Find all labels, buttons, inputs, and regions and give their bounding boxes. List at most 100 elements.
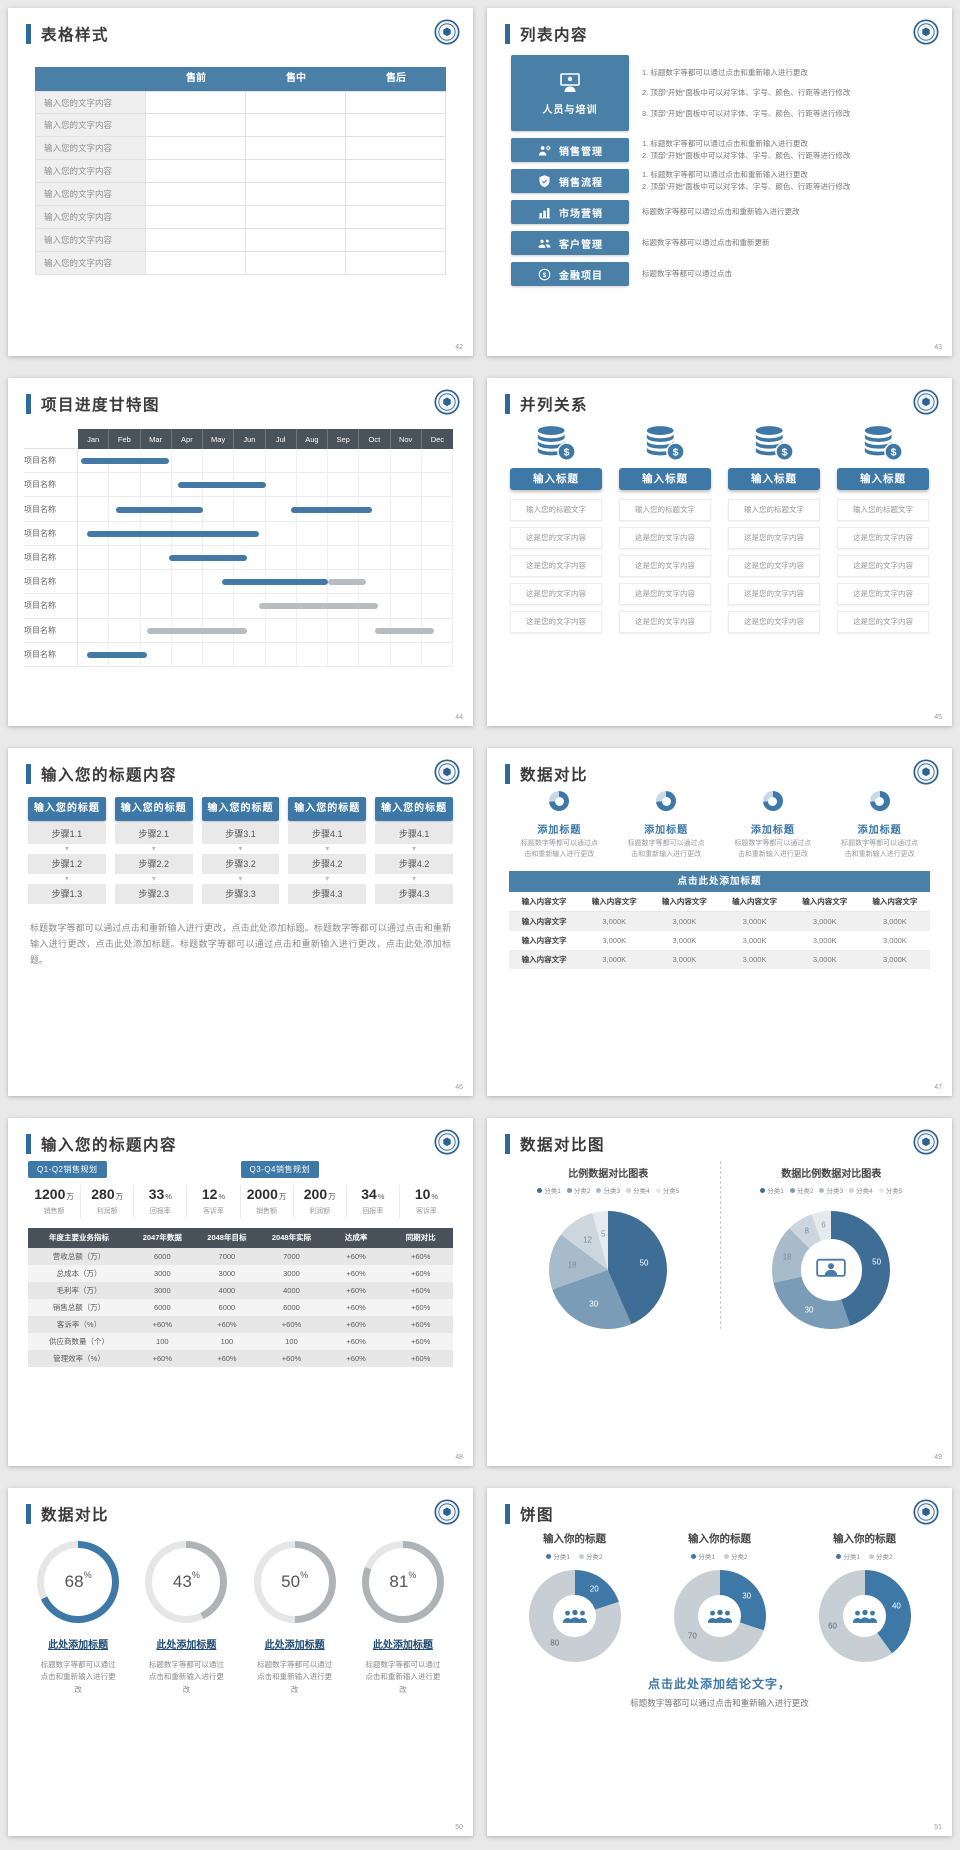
slide-45-parallel[interactable]: 并列关系 $ 输入标题 输入您的标题文字 这是您的文字内容 这是您的文字内容 这是您的… (487, 378, 952, 726)
page-number: 45 (934, 714, 942, 721)
feature: 添加标题 标题数字等都可以通过点击和重新输入进行更改 (616, 791, 717, 861)
table-row: 输入内容文字 3,000K 3,000K 3,000K 3,000K 3,000… (509, 949, 930, 969)
slide-48-kpi-table[interactable]: 输入您的标题内容 Q1-Q2销售规划 Q3-Q4销售规划 1200万 销售额 2… (8, 1118, 473, 1466)
legend-dot (626, 1187, 632, 1193)
page-number: 47 (934, 1084, 942, 1091)
item-text: 标题数字等都可以通过点击和重新更新 (642, 231, 928, 255)
list-item-finance: $ 金融项目 标题数字等都可以通过点击 (511, 262, 928, 286)
slice-value-label: 30 (804, 1305, 814, 1315)
table-row: 输入您的文字内容 (35, 229, 446, 252)
slide-46-steps[interactable]: 输入您的标题内容 输入您的标题 ▾步骤1.1▾步骤1.2▾步骤1.3 输入您的标… (8, 748, 473, 1096)
slide-49-pie-charts[interactable]: 数据对比图 比例数据对比图表 分类1 分类2 分类3 分类4 分类5 50 30 18 12 5… (487, 1118, 952, 1466)
kpi: 12% 客诉率 (187, 1185, 241, 1219)
slide-44-gantt[interactable]: 项目进度甘特图 Jan Feb Mar Apr May Jun Jul Aug Sep Oct No… (8, 378, 473, 726)
page-number: 49 (934, 1454, 942, 1461)
empty-cell (245, 114, 346, 137)
shield-icon (537, 174, 552, 189)
step-column: 输入您的标题 ▾步骤3.1▾步骤3.2▾步骤3.3 (201, 797, 280, 904)
gantt-row-label: 项目名称 (24, 522, 77, 546)
legend-dot (537, 1187, 543, 1193)
pie-chart-block: 比例数据对比图表 分类1 分类2 分类3 分类4 分类5 50 30 18 12 5 (497, 1161, 720, 1329)
text-box: 这是您的文字内容 (619, 555, 711, 577)
col-presale: 售前 (185, 73, 206, 84)
gantt-bar (178, 482, 266, 489)
list-text-line: 标题数字等都可以通过点击 (642, 269, 732, 279)
row-label-cell: 输入您的文字内容 (35, 91, 146, 114)
empty-cell (345, 229, 446, 252)
text-box: 这是您的文字内容 (728, 611, 820, 633)
slide-title: 列表内容 (520, 27, 589, 44)
slide-title: 数据对比图 (520, 1137, 606, 1154)
slide-title: 输入您的标题内容 (41, 1137, 178, 1154)
text-box: 这是您的文字内容 (837, 583, 929, 605)
text-box: 这是您的文字内容 (510, 555, 602, 577)
donut-chart-block: 数据比例数据对比图表 分类1 分类2 分类3 分类4 分类5 50 30 18 8 6 (719, 1161, 943, 1329)
conclusion-title: 点击此处添加结论文字， (647, 1677, 791, 1691)
slice-value-label: 20 (589, 1584, 599, 1594)
column-items: 输入您的标题文字 这是您的文字内容 这是您的文字内容 这是您的文字内容 这是您的文字内容 (834, 499, 932, 633)
gantt-bar (328, 579, 366, 586)
people-icon (707, 1609, 732, 1623)
gauge-title: 此处添加标题 (48, 1640, 109, 1651)
parallel-column: $ 输入标题 输入您的标题文字 这是您的文字内容 这是您的文字内容 这是您的文字内容这… (725, 421, 823, 639)
list-text-line: 1. 标题数字等都可以通过点击和重新输入进行更改 (642, 170, 808, 180)
list-item-customer-management: 客户管理 标题数字等都可以通过点击和重新更新 (511, 231, 928, 255)
donut-block: 输入你的标题 分类1 分类2 30 70 (656, 1531, 783, 1662)
step-box: 步骤4.2 (288, 854, 367, 874)
list-text-line: 3. 顶部“开始”面板中可以对字体、字号、颜色、行距等进行修改 (642, 108, 851, 118)
empty-cell (345, 91, 446, 114)
row-label-cell: 输入您的文字内容 (35, 252, 146, 275)
legend-item: 分类1 (836, 1551, 860, 1561)
svg-text:$: $ (543, 272, 547, 279)
list-item-sales-process: 销售流程 1. 标题数字等都可以通过点击和重新输入进行更改 2. 顶部“开始”面板… (511, 169, 928, 193)
table-row: 输入您的文字内容 (35, 137, 446, 160)
slide-50-gauges[interactable]: 数据对比 68 % 此处添加标题 标题数字等都可以通过点击和重新输入进行更改 (8, 1488, 473, 1836)
list-text-line: 2. 顶部“开始”面板中可以对字体、字号、颜色、行距等进行修改 (642, 151, 851, 160)
title-accent-bar (505, 1504, 510, 1524)
slice-value-label: 12 (583, 1235, 593, 1245)
text-box: 这是您的文字内容 (619, 527, 711, 549)
gantt-bar (115, 506, 203, 513)
step-box: 步骤2.3 (114, 884, 193, 904)
slide-42-table-style[interactable]: 表格样式 售前 售中 售后 输入您的文字内容 (8, 8, 473, 356)
kpi-label: 销售额 (43, 1208, 65, 1215)
chart-legend: 分类1 分类2 (511, 1551, 638, 1561)
list-item-sales-management: 销售管理 1. 标题数字等都可以通过点击和重新输入进行更改 2. 顶部“开始”面板… (511, 138, 928, 162)
gantt-bar (87, 530, 260, 537)
chart-legend: 分类1 分类2 分类3 分类4 分类5 (721, 1185, 943, 1195)
step-box: 步骤4.3 (375, 884, 453, 904)
slice-value-label: 50 (872, 1257, 882, 1267)
slide-43-list-content[interactable]: 列表内容 人员与培训 1. 标题数字等都可以通过点击和重新输入进行更改 2. 顶部… (487, 8, 952, 356)
list-item-marketing: 市场营销 标题数字等都可以通过点击和重新输入进行更改 (511, 200, 928, 224)
item-text: 标题数字等都可以通过点击和重新输入进行更改 (642, 200, 928, 224)
col-aftersale: 售后 (385, 73, 406, 84)
kpi-unit: 万 (278, 1192, 287, 1201)
column-header: 输入您的标题 (288, 797, 367, 821)
item-label: 市场营销 (559, 208, 603, 220)
logo-badge (913, 759, 939, 785)
gauge: 43 % 此处添加标题 标题数字等都可以通过点击和重新输入进行更改 (138, 1541, 234, 1696)
gantt-month-cell: May (203, 429, 235, 449)
gauge-title: 此处添加标题 (372, 1640, 433, 1651)
legend-dot (819, 1187, 825, 1193)
finance-badge: $ 金融项目 (511, 262, 629, 286)
column-header: 输入您的标题 (375, 797, 453, 821)
legend-dot (655, 1187, 661, 1193)
donut-hole (553, 1594, 596, 1638)
feature-title: 添加标题 (857, 825, 902, 836)
pie-chart: 50 30 18 12 5 (549, 1211, 668, 1329)
kpi-label: 利润额 (96, 1208, 118, 1215)
slide-51-pie[interactable]: 饼图 输入你的标题 分类1 分类2 (487, 1488, 952, 1836)
kpi: 2000万 销售额 (241, 1185, 294, 1219)
sales-management-badge: 销售管理 (511, 138, 629, 162)
kpi: 200万 利润额 (294, 1185, 347, 1219)
step-box: 步骤2.2 (114, 854, 193, 874)
slide-47-data-comparison[interactable]: 数据对比 添加标题 标题数字等都可以通过点击和重新输入进行更改 添加标题 标题数… (487, 748, 952, 1096)
gantt-row-labels: 项目名称 项目名称 项目名称 项目名称 项目名称 项目名称 项目名称 项目名称 项目名称 (24, 449, 78, 667)
donut-chart-icon (869, 791, 890, 811)
slide-header: 数据对比 (487, 748, 952, 785)
slice-value-label: 18 (782, 1252, 792, 1262)
slice-value-label: 80 (550, 1638, 560, 1648)
slide-body: 人员与培训 1. 标题数字等都可以通过点击和重新输入进行更改 2. 顶部“开始”面… (487, 45, 952, 286)
empty-cell (145, 114, 246, 137)
